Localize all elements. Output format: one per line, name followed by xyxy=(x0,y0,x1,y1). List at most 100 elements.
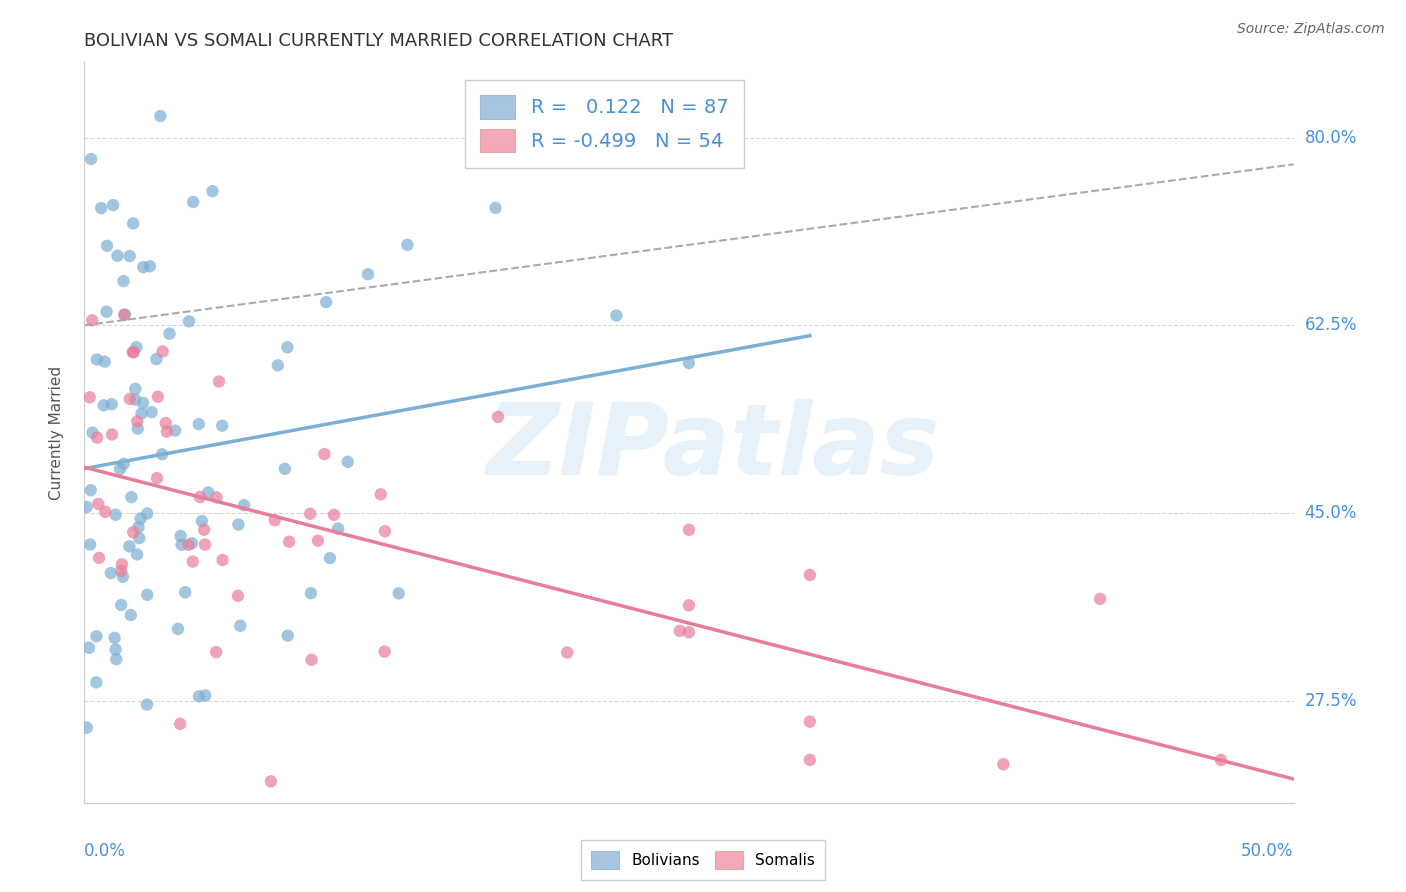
Point xyxy=(307,533,329,548)
Point xyxy=(188,490,211,504)
Point xyxy=(82,313,104,327)
Point xyxy=(86,352,108,367)
Text: 0.0%: 0.0% xyxy=(84,842,127,860)
Point xyxy=(107,249,129,263)
Point xyxy=(86,629,108,643)
Point xyxy=(125,547,148,561)
Text: 50.0%: 50.0% xyxy=(1241,842,1294,860)
Point xyxy=(111,558,134,572)
Point xyxy=(181,555,204,569)
Point xyxy=(136,698,159,712)
Point xyxy=(100,397,122,411)
Point xyxy=(90,201,112,215)
Point xyxy=(155,416,177,430)
Point xyxy=(87,497,110,511)
Point xyxy=(127,414,149,428)
Point xyxy=(370,487,392,501)
Text: 27.5%: 27.5% xyxy=(1305,692,1357,710)
Point xyxy=(118,249,141,263)
Point xyxy=(132,396,155,410)
Point xyxy=(174,585,197,599)
Point xyxy=(121,345,143,359)
Point xyxy=(127,421,149,435)
Point xyxy=(169,716,191,731)
Point xyxy=(226,589,249,603)
Point xyxy=(669,624,692,638)
Point xyxy=(260,774,283,789)
Point xyxy=(146,471,169,485)
Point xyxy=(163,424,186,438)
Point xyxy=(194,537,217,551)
Point xyxy=(993,757,1015,772)
Point xyxy=(93,398,115,412)
Point xyxy=(100,566,122,580)
Point xyxy=(150,447,173,461)
Legend: R =   0.122   N = 87, R = -0.499   N = 54: R = 0.122 N = 87, R = -0.499 N = 54 xyxy=(464,79,744,168)
Point xyxy=(101,198,124,212)
Point xyxy=(146,390,169,404)
Point xyxy=(96,304,118,318)
Point xyxy=(149,109,172,123)
Point xyxy=(122,525,145,540)
Y-axis label: Currently Married: Currently Married xyxy=(49,366,63,500)
Point xyxy=(187,417,209,431)
Point xyxy=(197,485,219,500)
Point xyxy=(301,653,323,667)
Text: BOLIVIAN VS SOMALI CURRENTLY MARRIED CORRELATION CHART: BOLIVIAN VS SOMALI CURRENTLY MARRIED COR… xyxy=(84,32,673,50)
Point xyxy=(104,642,127,657)
Point xyxy=(122,345,145,359)
Point xyxy=(205,645,228,659)
Point xyxy=(108,462,131,476)
Point xyxy=(84,675,107,690)
Point xyxy=(82,425,104,440)
Point xyxy=(156,425,179,439)
Point xyxy=(1088,591,1111,606)
Point xyxy=(120,607,142,622)
Point xyxy=(484,201,506,215)
Point xyxy=(678,523,700,537)
Point xyxy=(357,267,380,281)
Point xyxy=(124,392,146,407)
Point xyxy=(128,531,150,545)
Text: Source: ZipAtlas.com: Source: ZipAtlas.com xyxy=(1237,22,1385,37)
Point xyxy=(111,570,134,584)
Point xyxy=(180,536,202,550)
Point xyxy=(374,524,396,539)
Point xyxy=(167,622,190,636)
Point xyxy=(76,721,98,735)
Point xyxy=(263,513,285,527)
Point xyxy=(104,631,127,645)
Point xyxy=(77,640,100,655)
Text: ZIPatlas: ZIPatlas xyxy=(486,399,939,496)
Point xyxy=(194,689,217,703)
Point xyxy=(228,517,250,532)
Point xyxy=(1209,753,1232,767)
Point xyxy=(605,309,627,323)
Point xyxy=(110,598,132,612)
Point xyxy=(112,457,135,471)
Point xyxy=(129,511,152,525)
Point xyxy=(125,340,148,354)
Point xyxy=(278,534,301,549)
Point xyxy=(678,625,700,640)
Point xyxy=(169,529,191,543)
Point xyxy=(79,537,101,551)
Point xyxy=(139,260,162,274)
Point xyxy=(79,390,101,404)
Point xyxy=(80,152,103,166)
Point xyxy=(159,326,181,341)
Point xyxy=(181,194,204,209)
Point xyxy=(94,505,117,519)
Point xyxy=(136,588,159,602)
Point xyxy=(105,652,128,666)
Point xyxy=(127,520,149,534)
Point xyxy=(193,523,215,537)
Point xyxy=(315,295,337,310)
Point xyxy=(211,553,233,567)
Point xyxy=(96,239,118,253)
Point xyxy=(388,586,411,600)
Point xyxy=(336,455,359,469)
Point xyxy=(276,340,298,354)
Text: 80.0%: 80.0% xyxy=(1305,128,1357,146)
Point xyxy=(145,352,167,367)
